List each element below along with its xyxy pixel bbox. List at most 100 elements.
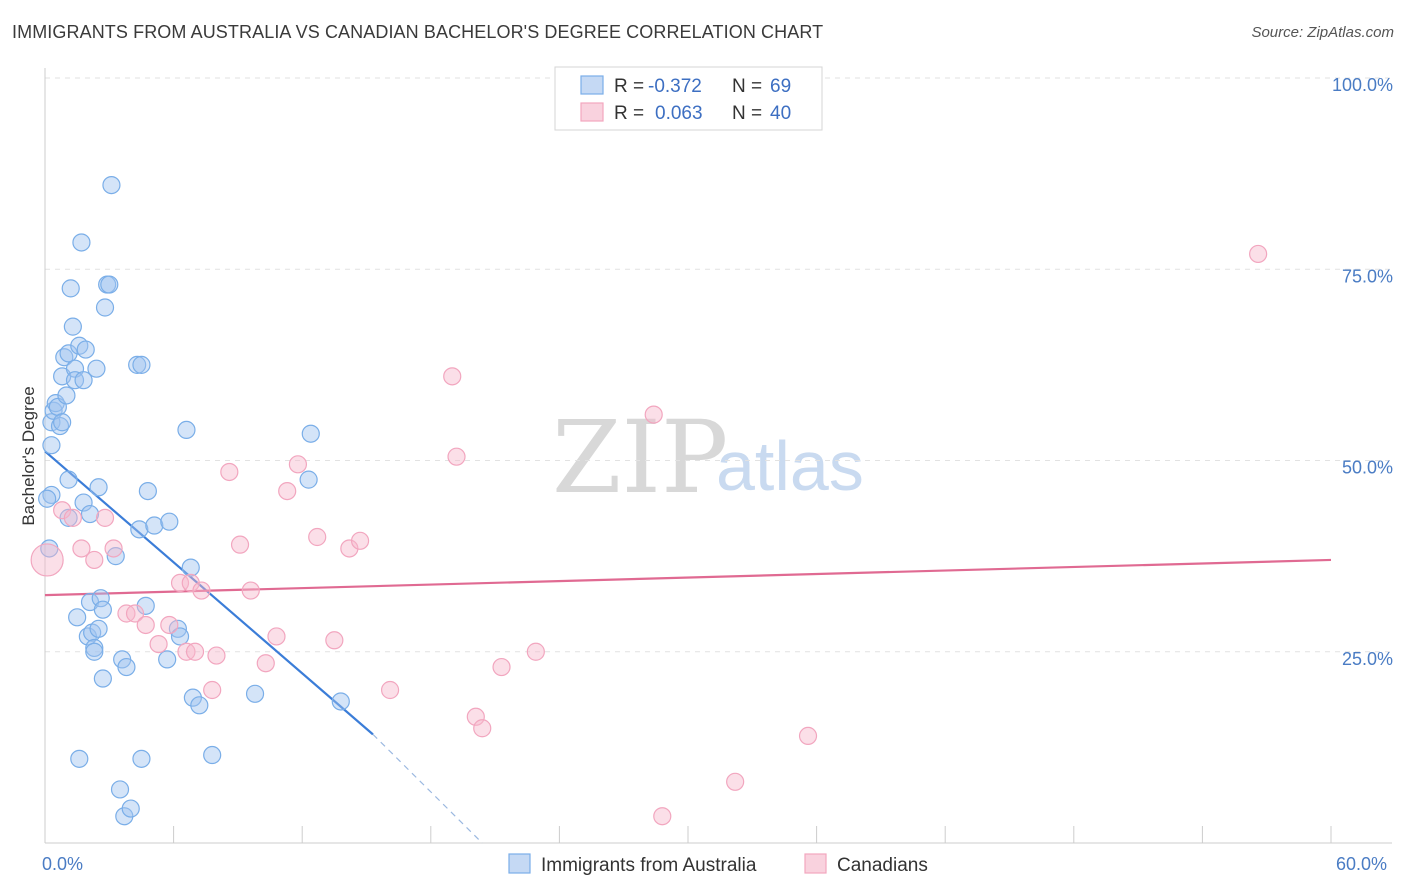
point-canadians-35 [492, 657, 511, 677]
source-credit: Source: ZipAtlas.com [1251, 24, 1394, 41]
point-australia-50 [132, 355, 151, 374]
point-australia-49 [130, 520, 149, 539]
point-australia-16 [63, 317, 82, 336]
point-australia-15 [61, 279, 80, 298]
point-canadians-15 [185, 642, 205, 661]
point-australia-68 [38, 489, 57, 508]
y-tick-label-1: 50.0% [1342, 458, 1393, 478]
point-canadians-10 [149, 634, 168, 654]
point-australia-25 [76, 340, 95, 359]
point-australia-51 [132, 749, 151, 768]
point-canadians-38 [653, 807, 672, 826]
data-points [30, 176, 1268, 826]
trendline-australia-extension [372, 733, 483, 844]
point-australia-11 [57, 386, 76, 405]
y-tick-label-0: 25.0% [1342, 649, 1393, 669]
point-canadians-32 [447, 447, 466, 466]
point-canadians-11 [160, 615, 179, 635]
y-tick-labels: 25.0% 50.0% 75.0% 100.0% [1332, 75, 1393, 669]
series-legend: Immigrants from Australia Canadians [508, 853, 928, 876]
point-australia-64 [245, 684, 265, 703]
point-australia-66 [301, 424, 320, 443]
point-canadians-34 [473, 719, 492, 738]
point-canadians-12 [170, 573, 190, 593]
point-canadians-40 [798, 726, 818, 746]
point-canadians-18 [207, 646, 226, 665]
series-legend-label-blue: Immigrants from Australia [541, 855, 757, 876]
x-tick-label-min: 0.0% [42, 854, 83, 874]
point-australia-53 [138, 482, 157, 501]
point-australia-24 [74, 493, 93, 512]
point-canadians-39 [726, 772, 745, 791]
point-australia-43 [110, 780, 130, 799]
trendline-australia [44, 450, 374, 736]
point-australia-41 [102, 176, 121, 195]
point-canadians-21 [241, 581, 260, 600]
x-tick-label-max: 60.0% [1336, 854, 1387, 874]
point-canadians-23 [267, 627, 286, 646]
legend-swatch-pink [580, 102, 604, 122]
point-australia-59 [177, 420, 196, 439]
point-canadians-33 [466, 707, 485, 726]
point-canadians-37 [644, 405, 663, 424]
point-australia-67 [331, 692, 350, 711]
point-australia-30 [85, 638, 104, 658]
point-canadians-41 [1249, 244, 1268, 264]
point-australia-13 [59, 470, 78, 489]
point-canadians-9 [136, 615, 155, 635]
trendline-canadians [44, 558, 1332, 597]
point-canadians-8 [125, 604, 145, 623]
point-australia-62 [190, 696, 209, 715]
y-tick-label-2: 75.0% [1342, 266, 1393, 286]
point-australia-27 [80, 504, 100, 524]
point-canadians-29 [350, 531, 370, 550]
point-australia-22 [72, 233, 91, 252]
point-australia-21 [70, 749, 89, 768]
y-axis-label: Bachelor's Degree [19, 386, 38, 525]
series-legend-label-pink: Canadians [837, 855, 928, 876]
point-australia-63 [203, 745, 222, 765]
chart-title: IMMIGRANTS FROM AUSTRALIA VS CANADIAN BA… [12, 22, 824, 42]
point-australia-34 [89, 478, 108, 497]
point-australia-46 [117, 657, 136, 677]
point-canadians-20 [230, 535, 250, 554]
point-canadians-2 [63, 508, 82, 527]
point-australia-36 [93, 669, 112, 688]
watermark-atlas: atlas [716, 427, 864, 505]
point-canadians-5 [95, 508, 115, 527]
point-australia-23 [74, 371, 93, 390]
grid-lines [45, 77, 1392, 653]
point-australia-48 [128, 355, 147, 374]
point-australia-2 [42, 436, 61, 455]
point-australia-37 [93, 600, 112, 619]
point-australia-56 [160, 512, 179, 531]
point-australia-58 [170, 627, 190, 646]
axes [44, 68, 1392, 844]
point-canadians-3 [72, 539, 91, 558]
correlation-legend: R = -0.372 N = 69 R = 0.063 N = 40 [554, 66, 823, 131]
point-canadians-22 [256, 654, 275, 673]
legend-swatch-blue [580, 75, 604, 95]
legend-r-label-2: R = [614, 103, 644, 124]
legend-r-label-1: R = [614, 76, 644, 97]
point-australia-47 [121, 799, 140, 818]
legend-n-label-2: N = [732, 103, 762, 124]
legend-r-value-1: -0.372 [648, 76, 702, 97]
point-australia-60 [181, 558, 200, 577]
point-australia-19 [68, 608, 87, 627]
point-canadians-36 [526, 642, 545, 661]
point-canadians-4 [85, 550, 104, 570]
point-australia-65 [299, 470, 318, 489]
point-australia-55 [158, 650, 177, 669]
point-australia-32 [87, 359, 106, 378]
legend-n-value-1: 69 [770, 76, 791, 97]
point-canadians-26 [308, 527, 327, 547]
point-canadians-16 [192, 581, 211, 600]
point-canadians-31 [443, 367, 462, 386]
point-australia-9 [53, 413, 72, 432]
point-australia-33 [89, 619, 108, 638]
point-australia-54 [145, 516, 164, 535]
point-canadians-27 [325, 631, 344, 650]
watermark-zip: ZIP [552, 399, 728, 516]
